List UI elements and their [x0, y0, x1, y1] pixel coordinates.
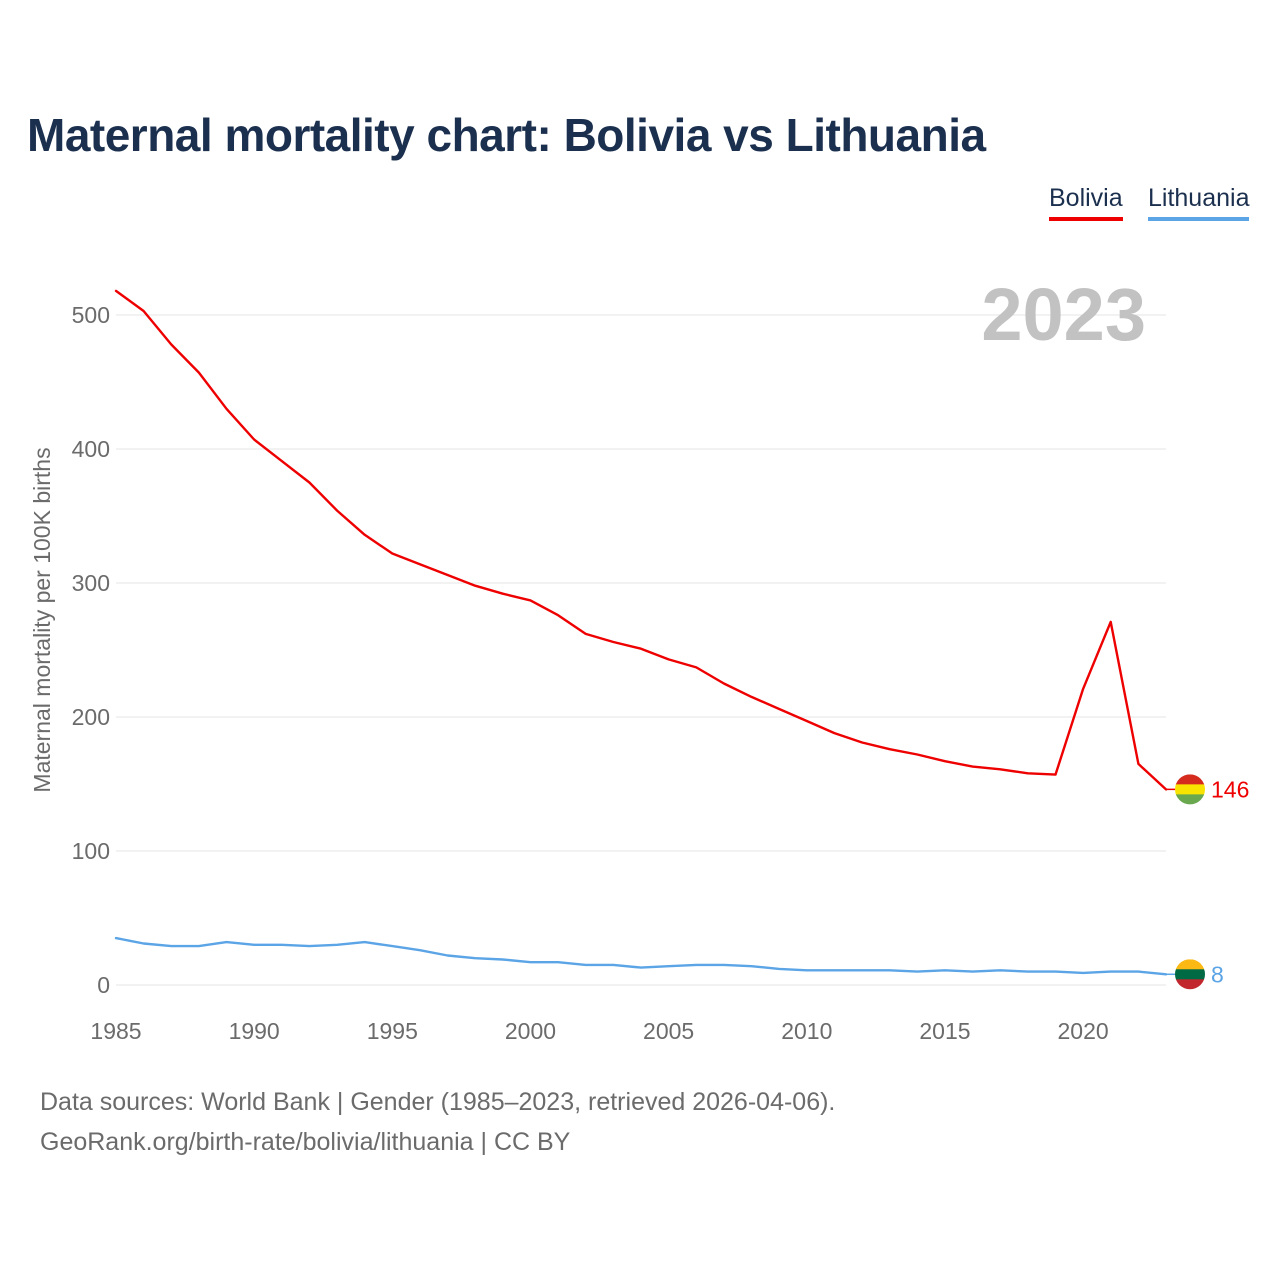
chart-title: Maternal mortality chart: Bolivia vs Lit…	[27, 109, 986, 161]
series-line-bolivia	[114, 289, 1168, 791]
lithuania-flag-icon	[1175, 959, 1205, 990]
end-value-label-lithuania: 8	[1211, 961, 1224, 987]
y-tick-label: 500	[72, 302, 110, 328]
y-axis-title: Maternal mortality per 100K births	[29, 447, 55, 792]
y-tick-label: 100	[72, 838, 110, 864]
series-line-lithuania	[114, 936, 1168, 976]
flag-stripe	[1175, 959, 1205, 970]
end-markers: 146 8	[1166, 774, 1249, 990]
axes: 0 100 200 300 400 500 1985 1990 1995 2000 2005 2010…	[72, 302, 1109, 1044]
flag-stripe	[1175, 774, 1205, 785]
source-line-1: Data sources: World Bank | Gender (1985–…	[40, 1088, 836, 1116]
year-watermark: 2023	[981, 273, 1146, 356]
y-tick-label: 0	[97, 972, 110, 998]
x-tick-label: 1985	[90, 1018, 141, 1044]
legend-lithuania[interactable]: Lithuania	[1148, 184, 1250, 221]
flag-stripe	[1175, 969, 1205, 980]
flag-stripe	[1175, 979, 1205, 990]
x-tick-label: 2005	[643, 1018, 694, 1044]
series	[114, 289, 1168, 976]
y-tick-label: 300	[72, 570, 110, 596]
x-tick-label: 1990	[229, 1018, 280, 1044]
x-tick-label: 2000	[505, 1018, 556, 1044]
bolivia-flag-icon	[1175, 774, 1205, 805]
end-value-label-bolivia: 146	[1211, 776, 1249, 802]
y-tick-label: 200	[72, 704, 110, 730]
flag-stripe	[1175, 784, 1205, 795]
x-tick-label: 2015	[919, 1018, 970, 1044]
x-tick-label: 1995	[367, 1018, 418, 1044]
grid	[116, 314, 1166, 986]
y-tick-label: 400	[72, 436, 110, 462]
source-line-2: GeoRank.org/birth-rate/bolivia/lithuania…	[40, 1128, 571, 1156]
x-tick-label: 2020	[1058, 1018, 1109, 1044]
flag-stripe	[1175, 794, 1205, 805]
legend-bolivia[interactable]: Bolivia	[1049, 184, 1123, 221]
x-tick-label: 2010	[781, 1018, 832, 1044]
